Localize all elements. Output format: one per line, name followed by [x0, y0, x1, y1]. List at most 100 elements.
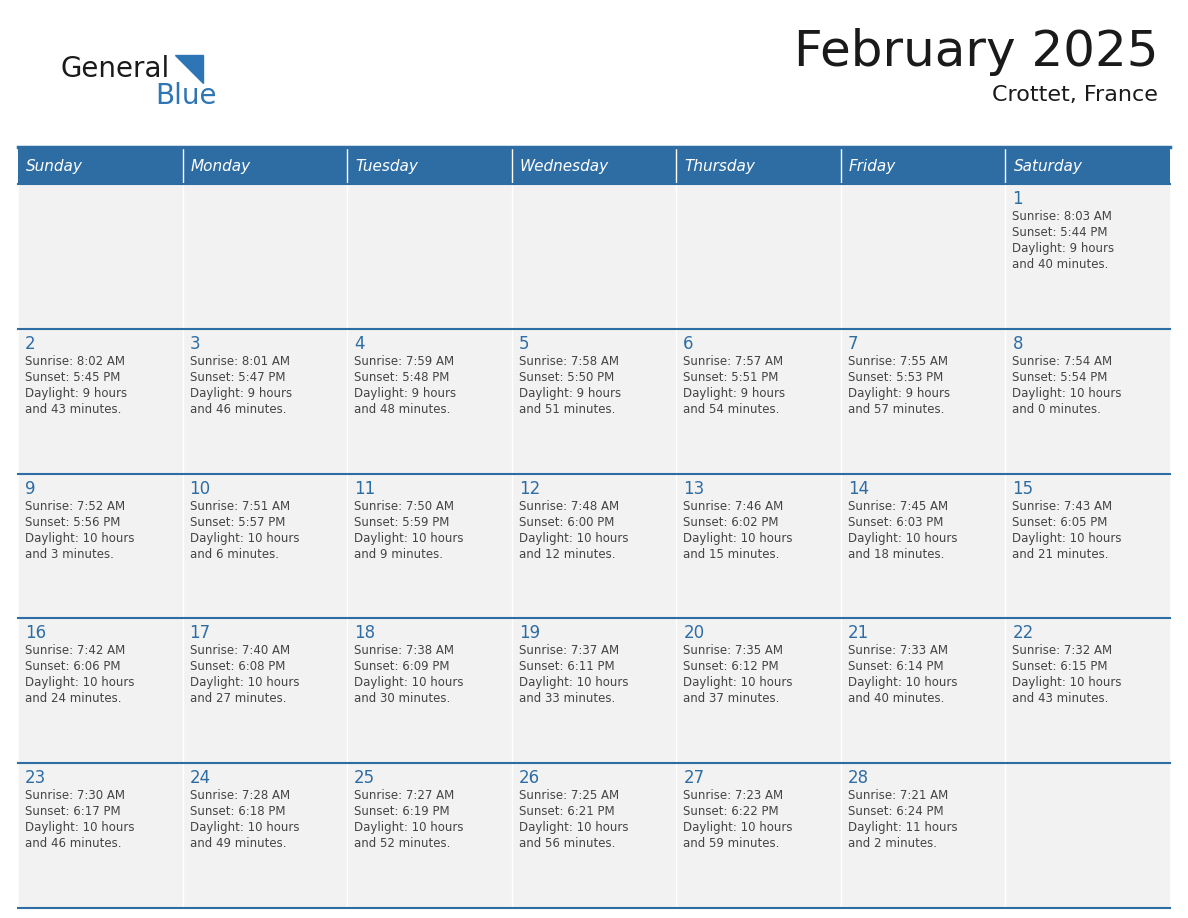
Bar: [1005, 619, 1170, 763]
Text: and 30 minutes.: and 30 minutes.: [354, 692, 450, 705]
Text: Daylight: 10 hours: Daylight: 10 hours: [25, 677, 134, 689]
Bar: [18, 329, 183, 474]
Text: and 21 minutes.: and 21 minutes.: [1012, 548, 1108, 561]
Text: and 59 minutes.: and 59 minutes.: [683, 837, 779, 850]
Text: 7: 7: [848, 335, 859, 353]
Bar: [841, 619, 1005, 763]
Text: Sunset: 6:12 PM: Sunset: 6:12 PM: [683, 660, 779, 674]
Text: 25: 25: [354, 769, 375, 788]
Text: Crottet, France: Crottet, France: [992, 85, 1158, 105]
Bar: [347, 474, 512, 619]
Text: Sunrise: 7:33 AM: Sunrise: 7:33 AM: [848, 644, 948, 657]
Text: 9: 9: [25, 479, 36, 498]
Text: and 15 minutes.: and 15 minutes.: [683, 548, 779, 561]
Text: Daylight: 10 hours: Daylight: 10 hours: [848, 532, 958, 544]
Bar: [183, 184, 347, 329]
Bar: [1005, 474, 1170, 619]
Text: and 6 minutes.: and 6 minutes.: [190, 548, 278, 561]
Bar: [512, 763, 676, 908]
Text: Sunrise: 7:54 AM: Sunrise: 7:54 AM: [1012, 354, 1112, 368]
Text: and 51 minutes.: and 51 minutes.: [519, 403, 615, 416]
Bar: [347, 619, 512, 763]
Bar: [18, 474, 183, 619]
Text: and 33 minutes.: and 33 minutes.: [519, 692, 615, 705]
Text: Sunset: 6:21 PM: Sunset: 6:21 PM: [519, 805, 614, 818]
Text: Sunset: 5:48 PM: Sunset: 5:48 PM: [354, 371, 449, 384]
Bar: [676, 329, 841, 474]
Text: Daylight: 10 hours: Daylight: 10 hours: [354, 532, 463, 544]
Bar: [1005, 184, 1170, 329]
Text: General: General: [61, 55, 169, 83]
Text: Sunset: 5:44 PM: Sunset: 5:44 PM: [1012, 226, 1108, 239]
Text: 8: 8: [1012, 335, 1023, 353]
Text: Sunrise: 7:52 AM: Sunrise: 7:52 AM: [25, 499, 125, 512]
Text: and 46 minutes.: and 46 minutes.: [190, 403, 286, 416]
Bar: [18, 763, 183, 908]
Text: Sunset: 6:17 PM: Sunset: 6:17 PM: [25, 805, 121, 818]
Text: Daylight: 9 hours: Daylight: 9 hours: [354, 386, 456, 400]
Bar: [676, 184, 841, 329]
Text: and 2 minutes.: and 2 minutes.: [848, 837, 937, 850]
Text: Sunrise: 7:42 AM: Sunrise: 7:42 AM: [25, 644, 125, 657]
Text: Sunrise: 7:59 AM: Sunrise: 7:59 AM: [354, 354, 454, 368]
Text: Sunrise: 7:43 AM: Sunrise: 7:43 AM: [1012, 499, 1112, 512]
Text: Sunrise: 7:55 AM: Sunrise: 7:55 AM: [848, 354, 948, 368]
Text: Sunrise: 7:40 AM: Sunrise: 7:40 AM: [190, 644, 290, 657]
Text: Sunrise: 7:58 AM: Sunrise: 7:58 AM: [519, 354, 619, 368]
Text: Daylight: 9 hours: Daylight: 9 hours: [683, 386, 785, 400]
Text: Sunset: 5:47 PM: Sunset: 5:47 PM: [190, 371, 285, 384]
Text: 6: 6: [683, 335, 694, 353]
Text: Daylight: 10 hours: Daylight: 10 hours: [25, 822, 134, 834]
Text: Sunrise: 7:35 AM: Sunrise: 7:35 AM: [683, 644, 783, 657]
Text: Sunrise: 7:57 AM: Sunrise: 7:57 AM: [683, 354, 783, 368]
Text: 21: 21: [848, 624, 870, 643]
Bar: [676, 474, 841, 619]
Text: Daylight: 10 hours: Daylight: 10 hours: [25, 532, 134, 544]
Text: Sunrise: 7:25 AM: Sunrise: 7:25 AM: [519, 789, 619, 802]
Text: Sunrise: 7:48 AM: Sunrise: 7:48 AM: [519, 499, 619, 512]
Text: Sunrise: 7:46 AM: Sunrise: 7:46 AM: [683, 499, 784, 512]
Text: 27: 27: [683, 769, 704, 788]
Bar: [183, 474, 347, 619]
Text: 13: 13: [683, 479, 704, 498]
Bar: [18, 146, 1170, 184]
Text: Daylight: 11 hours: Daylight: 11 hours: [848, 822, 958, 834]
Text: Sunset: 6:09 PM: Sunset: 6:09 PM: [354, 660, 449, 674]
Text: Daylight: 9 hours: Daylight: 9 hours: [1012, 242, 1114, 255]
Text: Sunset: 5:53 PM: Sunset: 5:53 PM: [848, 371, 943, 384]
Text: and 37 minutes.: and 37 minutes.: [683, 692, 779, 705]
Bar: [18, 619, 183, 763]
Text: and 49 minutes.: and 49 minutes.: [190, 837, 286, 850]
Text: 23: 23: [25, 769, 46, 788]
Bar: [183, 763, 347, 908]
Text: Sunrise: 8:02 AM: Sunrise: 8:02 AM: [25, 354, 125, 368]
Text: and 3 minutes.: and 3 minutes.: [25, 548, 114, 561]
Text: and 0 minutes.: and 0 minutes.: [1012, 403, 1101, 416]
Text: Sunrise: 7:38 AM: Sunrise: 7:38 AM: [354, 644, 454, 657]
Text: Daylight: 10 hours: Daylight: 10 hours: [1012, 677, 1121, 689]
Text: and 12 minutes.: and 12 minutes.: [519, 548, 615, 561]
Text: Sunset: 6:18 PM: Sunset: 6:18 PM: [190, 805, 285, 818]
Text: 11: 11: [354, 479, 375, 498]
Text: 3: 3: [190, 335, 201, 353]
Text: 24: 24: [190, 769, 210, 788]
Text: Sunset: 6:03 PM: Sunset: 6:03 PM: [848, 516, 943, 529]
Text: Daylight: 9 hours: Daylight: 9 hours: [848, 386, 950, 400]
Bar: [676, 619, 841, 763]
Text: 17: 17: [190, 624, 210, 643]
Text: 18: 18: [354, 624, 375, 643]
Text: Sunset: 5:59 PM: Sunset: 5:59 PM: [354, 516, 449, 529]
Text: Daylight: 10 hours: Daylight: 10 hours: [683, 677, 792, 689]
Text: Daylight: 10 hours: Daylight: 10 hours: [354, 822, 463, 834]
Text: Daylight: 10 hours: Daylight: 10 hours: [190, 822, 299, 834]
Text: 26: 26: [519, 769, 539, 788]
Bar: [183, 619, 347, 763]
Text: and 40 minutes.: and 40 minutes.: [1012, 258, 1108, 271]
Bar: [512, 184, 676, 329]
Text: Daylight: 9 hours: Daylight: 9 hours: [25, 386, 127, 400]
Text: Sunrise: 7:37 AM: Sunrise: 7:37 AM: [519, 644, 619, 657]
Text: Daylight: 10 hours: Daylight: 10 hours: [190, 532, 299, 544]
Text: Daylight: 10 hours: Daylight: 10 hours: [519, 532, 628, 544]
Polygon shape: [175, 55, 203, 83]
Text: Sunrise: 7:23 AM: Sunrise: 7:23 AM: [683, 789, 783, 802]
